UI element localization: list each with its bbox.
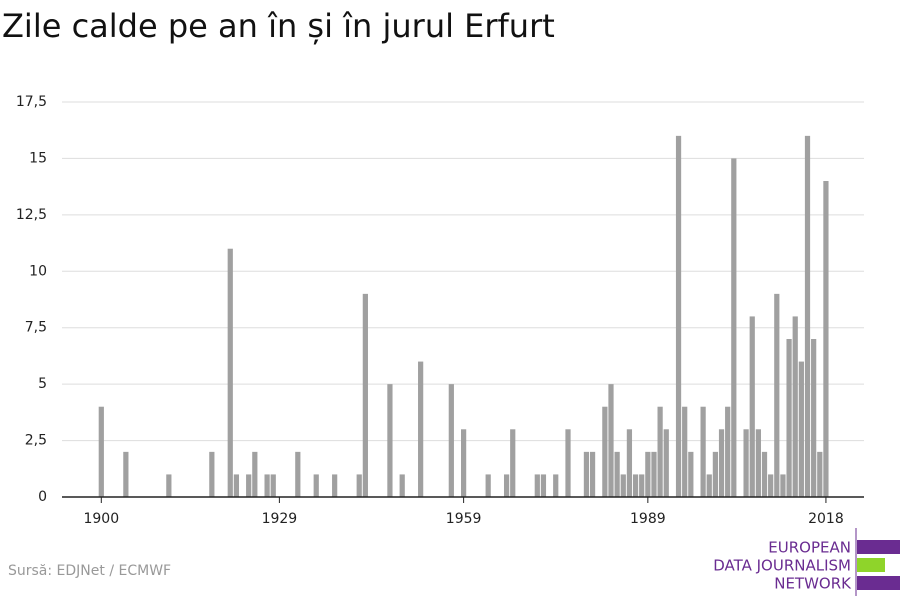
bar [786, 339, 792, 497]
bar [675, 135, 682, 497]
bar [510, 429, 516, 497]
logo-text: NETWORK [774, 575, 852, 593]
bar [792, 316, 798, 497]
y-tick-label: 10 [29, 263, 47, 279]
logo-text: EUROPEAN [768, 539, 851, 557]
bar [682, 406, 688, 497]
logo-bar [857, 558, 885, 572]
bar [553, 474, 559, 497]
bar [817, 451, 823, 497]
bar [626, 429, 633, 497]
x-tick-label: 1959 [446, 511, 482, 527]
bar [448, 384, 454, 497]
bar [503, 474, 510, 497]
bar [743, 429, 749, 497]
x-tick-label: 1900 [83, 511, 119, 527]
bar [227, 248, 233, 497]
bar [252, 451, 258, 497]
bar [98, 406, 104, 497]
bar [657, 406, 663, 497]
chart-title: Zile calde pe an în și în jurul Erfurt [2, 7, 555, 45]
bar [700, 406, 706, 497]
bar [534, 474, 540, 497]
bar [362, 293, 368, 497]
y-tick-label: 7,5 [25, 320, 47, 336]
bar [688, 451, 694, 497]
bar [712, 451, 719, 497]
bar [583, 451, 590, 497]
bar [589, 451, 596, 497]
bar [209, 451, 215, 497]
source: Sursă: EDJNet / ECMWF [8, 563, 171, 579]
bar [565, 429, 571, 497]
bar [540, 474, 547, 497]
bar [749, 316, 755, 497]
bar [233, 474, 240, 497]
bar [264, 474, 270, 497]
bar [123, 451, 129, 497]
bar [663, 429, 669, 497]
logo-bar [857, 576, 900, 590]
bar [804, 135, 811, 497]
bar [706, 474, 712, 497]
bar [485, 474, 491, 497]
bar [295, 451, 301, 497]
bar [399, 474, 405, 497]
bar [602, 406, 608, 497]
bar [811, 339, 817, 497]
bar [246, 474, 252, 497]
logo-text: DATA JOURNALISM [713, 557, 851, 575]
logo: EUROPEAN DATA JOURNALISM NETWORK [713, 528, 900, 596]
bar [823, 181, 829, 497]
y-tick-label: 15 [29, 150, 47, 166]
x-tick-label: 1929 [262, 511, 298, 527]
bar [166, 474, 172, 497]
bar [332, 474, 338, 497]
bar [614, 451, 620, 497]
bar [718, 429, 725, 497]
bar [639, 474, 645, 497]
x-tick-label: 2018 [808, 511, 844, 527]
bar [774, 293, 780, 497]
bar [418, 361, 424, 497]
bar [798, 361, 804, 497]
bar [620, 474, 626, 497]
bar [632, 474, 639, 497]
bar [645, 451, 651, 497]
bar [313, 474, 319, 497]
bar [761, 451, 768, 497]
bar [731, 158, 737, 497]
bar [651, 451, 657, 497]
bar [725, 406, 731, 497]
bar [768, 474, 774, 497]
bar [270, 474, 276, 497]
logo-bar [857, 540, 900, 554]
bar [755, 429, 761, 497]
y-tick-label: 5 [38, 376, 47, 392]
y-tick-label: 2,5 [25, 433, 47, 449]
y-tick-label: 12,5 [16, 207, 47, 223]
bar [356, 474, 362, 497]
bar [461, 429, 467, 497]
bar [608, 384, 614, 497]
y-tick-label: 0 [38, 489, 47, 505]
bar [780, 474, 786, 497]
x-tick-label: 1989 [630, 511, 666, 527]
bar [387, 384, 393, 497]
y-tick-label: 17,5 [16, 94, 47, 110]
